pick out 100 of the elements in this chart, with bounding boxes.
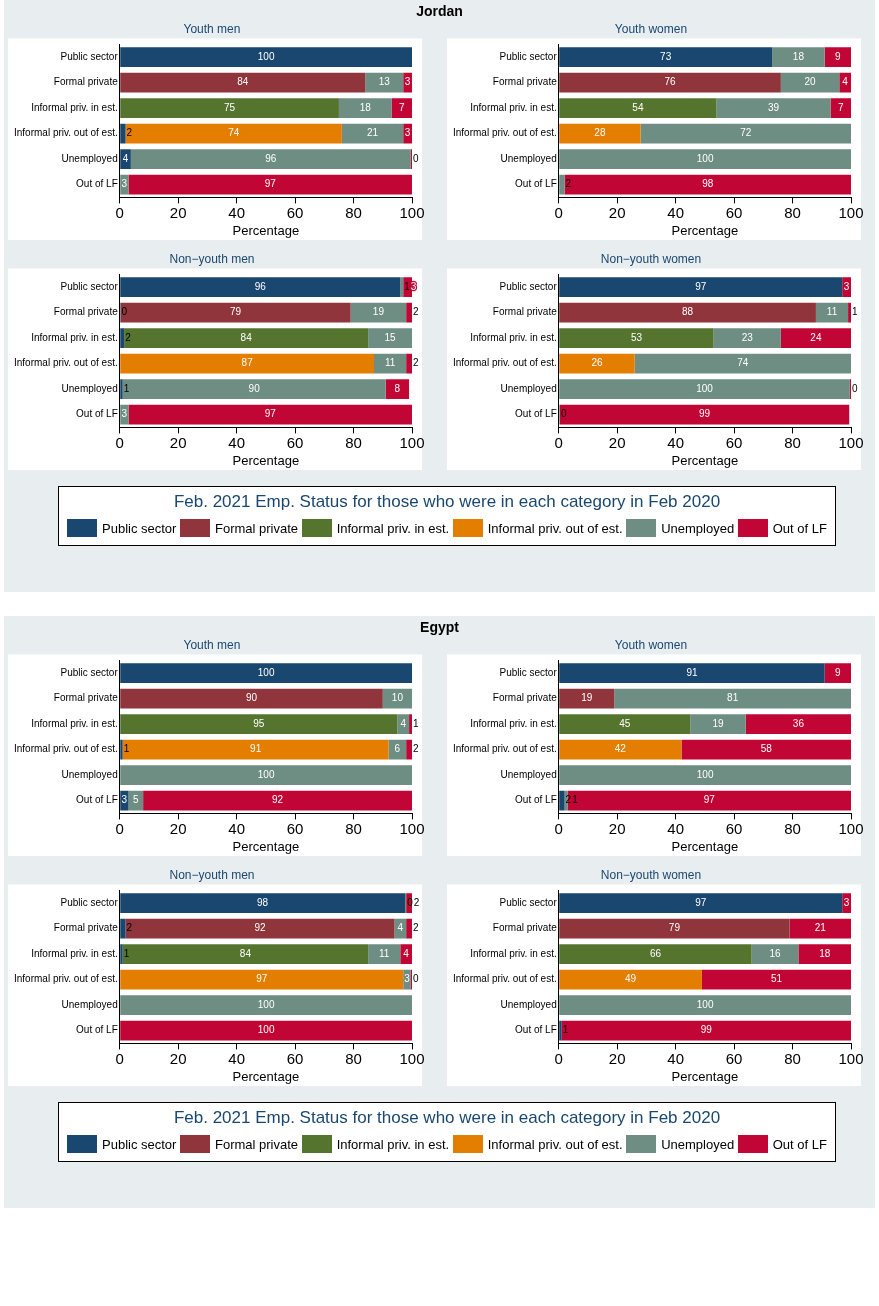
data-label: 2	[565, 794, 572, 806]
data-label: 75	[224, 101, 236, 113]
data-label: 2	[413, 357, 419, 369]
data-label: 4	[403, 947, 410, 959]
data-label: 18	[792, 50, 805, 62]
bar	[128, 404, 412, 425]
y-tick-label: Public sector	[499, 280, 558, 292]
y-tick-label: Unemployed	[500, 768, 557, 780]
bar	[848, 302, 851, 323]
data-label: 7	[837, 101, 844, 113]
text: Jordan	[415, 2, 464, 20]
x-tick-label: 80	[784, 433, 801, 451]
bar	[559, 739, 682, 760]
legend-label: Unemployed	[661, 1136, 735, 1152]
x-tick-label: 40	[667, 1049, 684, 1067]
y-tick-label: Informal priv. out of est.	[453, 973, 557, 985]
bar	[681, 739, 851, 760]
bar	[559, 714, 691, 735]
y-tick-label: Out of LF	[76, 178, 118, 190]
y-tick-label: Informal priv. out of est.	[453, 127, 557, 139]
y-tick-label: Formal private	[53, 922, 119, 934]
data-label: 2	[126, 922, 133, 934]
bar	[409, 714, 412, 735]
y-tick-label: Out of LF	[515, 408, 557, 420]
bar	[564, 174, 851, 195]
y-tick-label: Formal private	[492, 922, 558, 934]
x-tick-label: 60	[725, 433, 743, 451]
data-label: 51	[770, 973, 783, 985]
data-label: 13	[378, 76, 391, 88]
bar	[130, 149, 411, 170]
bar	[120, 72, 366, 93]
data-label: 100	[696, 382, 714, 394]
data-label: 36	[792, 717, 805, 729]
data-label: 84	[240, 331, 253, 343]
data-label: 6	[394, 743, 401, 755]
x-tick-label: 20	[608, 819, 626, 837]
x-tick-label: 20	[608, 1049, 626, 1067]
data-label: 90	[248, 382, 261, 394]
x-tick-label: 60	[725, 203, 743, 221]
legend-title: Feb. 2021 Emp. Status for those who were in each category in Feb 2020	[172, 1108, 722, 1128]
x-tick-label: 0	[554, 1049, 563, 1067]
x-tick-label: 80	[784, 1049, 801, 1067]
y-tick-label: Informal priv. out of est.	[14, 973, 118, 985]
legend-label: Unemployed	[661, 520, 735, 536]
bar	[120, 714, 398, 735]
data-label: 49	[625, 973, 637, 985]
bar	[125, 123, 342, 144]
bar	[559, 944, 752, 965]
bar	[128, 174, 412, 195]
data-label: 91	[250, 743, 262, 755]
bar	[559, 969, 702, 990]
x-tick-label: 80	[784, 819, 801, 837]
bar	[143, 790, 412, 811]
x-tick-label: 100	[399, 819, 425, 837]
data-label: 4	[842, 76, 849, 88]
data-label: 19	[712, 717, 725, 729]
data-label: 7	[398, 101, 405, 113]
x-tick-label: 80	[345, 203, 362, 221]
bar	[120, 47, 412, 68]
bar	[559, 47, 773, 68]
bar	[745, 714, 851, 735]
y-tick-label: Out of LF	[76, 794, 118, 806]
data-label: 100	[257, 1024, 275, 1036]
y-tick-label: Out of LF	[515, 178, 557, 190]
x-tick-label: 40	[667, 819, 684, 837]
data-label: 97	[695, 280, 707, 292]
data-label: 1	[123, 382, 130, 394]
y-tick-label: Informal priv. in est.	[31, 717, 118, 729]
x-tick-label: 40	[228, 1049, 245, 1067]
bar	[120, 328, 125, 349]
x-tick-label: 100	[838, 819, 864, 837]
x-tick-label: 60	[286, 1049, 304, 1067]
x-tick-label: 100	[838, 203, 864, 221]
data-label: 39	[767, 101, 780, 113]
data-label: 1	[123, 947, 130, 959]
data-label: 100	[257, 998, 275, 1010]
bar	[634, 353, 851, 374]
x-axis-title: Percentage	[671, 452, 739, 468]
data-label: 2	[125, 331, 132, 343]
data-label: 1	[562, 1024, 569, 1036]
bar	[559, 765, 851, 786]
bar	[559, 995, 851, 1016]
y-tick-label: Informal priv. in est.	[470, 717, 557, 729]
bar	[559, 72, 781, 93]
y-tick-label: Informal priv. out of est.	[453, 357, 557, 369]
bar	[122, 379, 386, 400]
bar	[559, 353, 635, 374]
data-label: 1	[413, 717, 419, 729]
data-label: 0	[121, 306, 128, 318]
legend-label: Out of LF	[772, 1136, 827, 1152]
data-label: 79	[668, 922, 681, 934]
x-tick-label: 0	[115, 433, 124, 451]
y-tick-label: Public sector	[499, 666, 558, 678]
chart-title: Non−youth women	[600, 251, 702, 266]
x-tick-label: 20	[608, 433, 626, 451]
bar	[561, 1020, 851, 1041]
bar	[120, 688, 383, 709]
data-label: 8	[394, 382, 401, 394]
data-label: 73	[660, 50, 672, 62]
bar	[406, 739, 412, 760]
